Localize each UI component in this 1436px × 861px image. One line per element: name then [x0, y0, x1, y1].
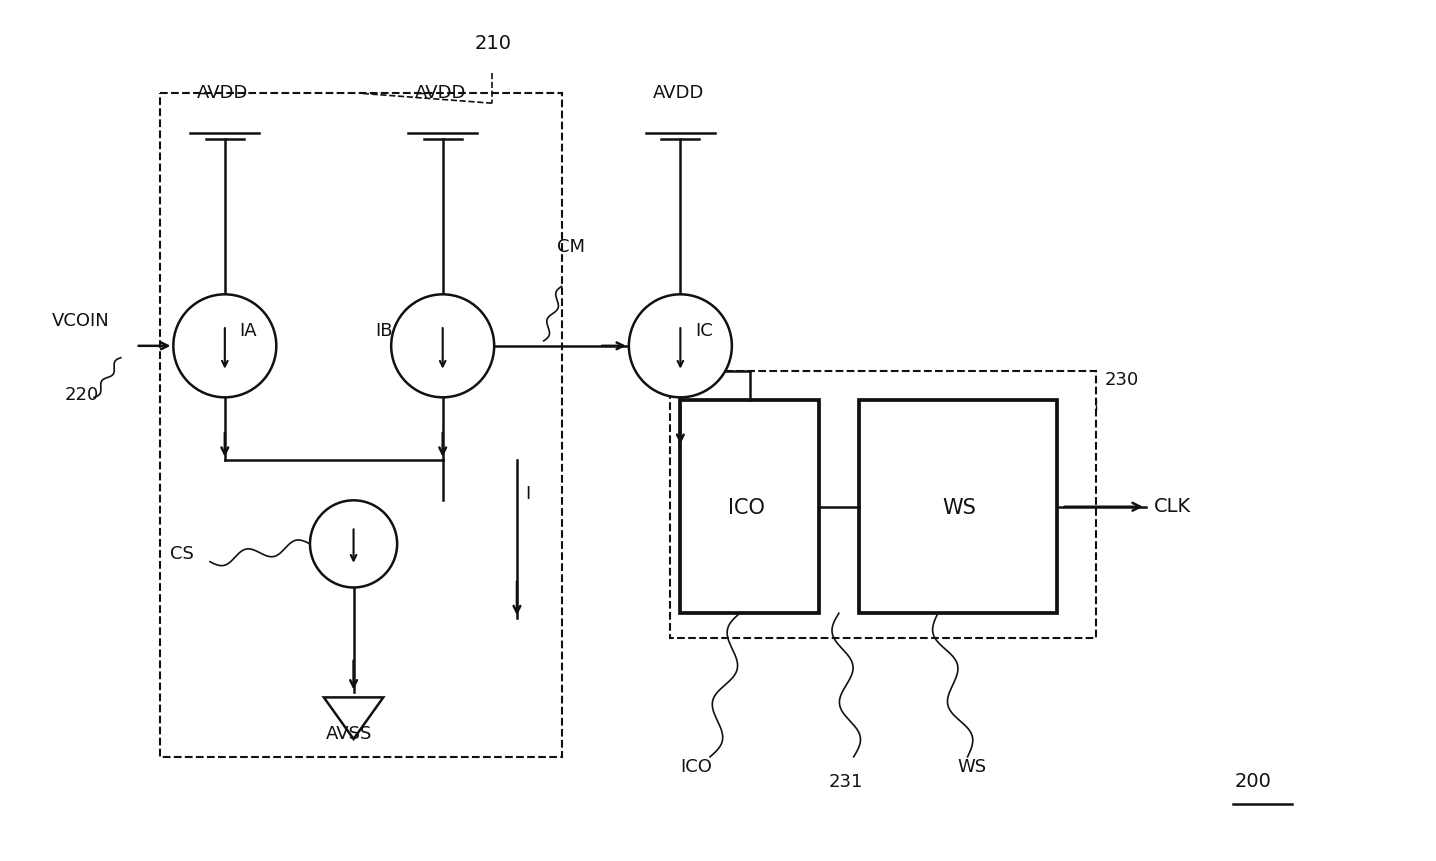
- Circle shape: [174, 294, 276, 397]
- Text: 231: 231: [829, 772, 863, 790]
- Text: ICO: ICO: [681, 758, 712, 776]
- Circle shape: [629, 294, 732, 397]
- Text: IB: IB: [375, 322, 393, 340]
- Text: VCOIN: VCOIN: [52, 312, 109, 330]
- Text: 210: 210: [474, 34, 511, 53]
- Text: CM: CM: [557, 238, 584, 256]
- Text: CS: CS: [171, 545, 194, 563]
- Text: 230: 230: [1104, 371, 1139, 389]
- Text: 220: 220: [65, 387, 99, 405]
- Text: IC: IC: [695, 322, 712, 340]
- Text: AVDD: AVDD: [652, 84, 704, 102]
- Text: I: I: [526, 486, 530, 504]
- Text: 200: 200: [1235, 771, 1272, 790]
- Bar: [859, 400, 1057, 613]
- Text: AVDD: AVDD: [197, 84, 248, 102]
- Text: WS: WS: [943, 498, 976, 517]
- Text: AVDD: AVDD: [415, 84, 467, 102]
- Bar: [161, 93, 561, 757]
- Circle shape: [391, 294, 494, 397]
- Text: AVSS: AVSS: [326, 725, 372, 743]
- Circle shape: [310, 500, 398, 587]
- Bar: [671, 370, 1096, 638]
- Text: ICO: ICO: [728, 498, 765, 517]
- Text: IA: IA: [240, 322, 257, 340]
- Bar: [681, 400, 819, 613]
- Text: CLK: CLK: [1153, 497, 1190, 516]
- Text: WS: WS: [958, 758, 987, 776]
